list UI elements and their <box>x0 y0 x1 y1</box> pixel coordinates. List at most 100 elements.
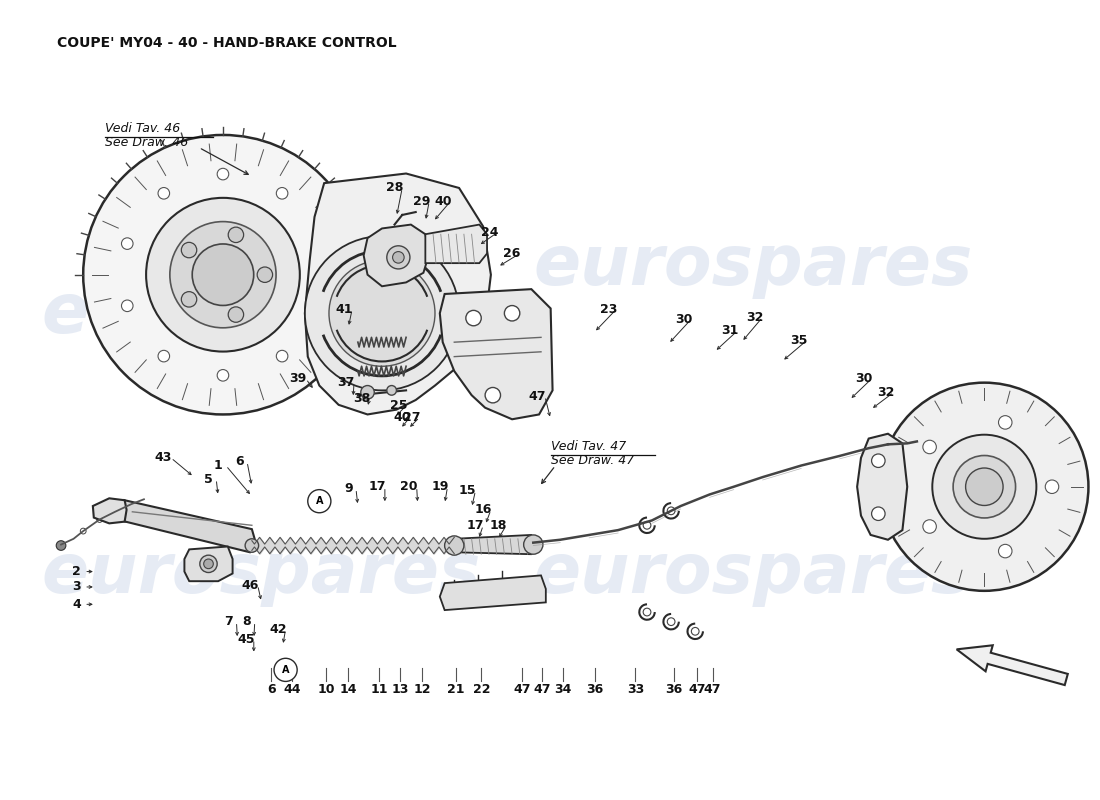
Circle shape <box>387 386 396 395</box>
Text: 38: 38 <box>353 391 371 405</box>
Polygon shape <box>305 174 491 414</box>
Text: 36: 36 <box>666 682 683 696</box>
Circle shape <box>999 544 1012 558</box>
Circle shape <box>182 292 197 307</box>
Text: 43: 43 <box>154 451 172 464</box>
Circle shape <box>204 559 213 569</box>
Circle shape <box>228 307 243 322</box>
Circle shape <box>112 509 118 514</box>
Text: 41: 41 <box>336 303 353 316</box>
Text: 47: 47 <box>513 682 530 696</box>
Circle shape <box>312 238 324 250</box>
Circle shape <box>308 490 331 513</box>
Circle shape <box>217 168 229 180</box>
Text: 16: 16 <box>474 503 492 516</box>
Text: Vedi Tav. 47: Vedi Tav. 47 <box>551 440 626 453</box>
Circle shape <box>449 592 460 603</box>
Text: 35: 35 <box>791 334 808 346</box>
Circle shape <box>933 434 1036 538</box>
Text: A: A <box>316 496 323 506</box>
Text: 32: 32 <box>878 386 894 398</box>
Text: 7: 7 <box>224 615 233 628</box>
Circle shape <box>692 627 700 635</box>
Text: 47: 47 <box>528 390 546 402</box>
Text: 13: 13 <box>392 682 409 696</box>
Text: 23: 23 <box>600 303 617 316</box>
Circle shape <box>387 246 410 269</box>
Circle shape <box>146 198 300 351</box>
Polygon shape <box>440 289 552 419</box>
Circle shape <box>644 522 651 529</box>
Text: 45: 45 <box>238 633 255 646</box>
Polygon shape <box>92 498 132 523</box>
Polygon shape <box>124 500 255 552</box>
Text: 47: 47 <box>534 682 551 696</box>
Text: 15: 15 <box>459 484 476 497</box>
Circle shape <box>361 386 374 399</box>
Text: 14: 14 <box>340 682 358 696</box>
Polygon shape <box>857 434 907 540</box>
Circle shape <box>871 454 886 467</box>
Text: 39: 39 <box>289 372 307 386</box>
Text: 12: 12 <box>414 682 431 696</box>
Polygon shape <box>426 225 487 263</box>
Text: 19: 19 <box>431 480 449 494</box>
Text: 46: 46 <box>241 578 258 591</box>
Circle shape <box>473 587 484 598</box>
Circle shape <box>668 507 675 514</box>
Text: A: A <box>282 665 289 675</box>
Circle shape <box>200 555 217 573</box>
Text: 30: 30 <box>675 313 692 326</box>
Circle shape <box>158 350 169 362</box>
Circle shape <box>274 658 297 682</box>
Circle shape <box>329 260 434 366</box>
Text: 37: 37 <box>338 376 355 389</box>
Text: 31: 31 <box>722 324 738 337</box>
Text: 28: 28 <box>386 182 404 194</box>
Text: 30: 30 <box>855 372 872 386</box>
Polygon shape <box>440 575 546 610</box>
Circle shape <box>953 455 1015 518</box>
Circle shape <box>524 535 543 554</box>
Circle shape <box>1045 480 1059 494</box>
Text: 5: 5 <box>205 473 213 486</box>
Circle shape <box>505 306 520 321</box>
Circle shape <box>999 416 1012 429</box>
Circle shape <box>305 236 459 390</box>
Text: 33: 33 <box>627 682 645 696</box>
Polygon shape <box>185 546 232 581</box>
Text: 10: 10 <box>317 682 334 696</box>
Circle shape <box>97 517 102 522</box>
Circle shape <box>158 187 169 199</box>
Text: 29: 29 <box>412 195 430 208</box>
Text: 17: 17 <box>466 518 484 532</box>
Circle shape <box>465 310 482 326</box>
Circle shape <box>448 538 461 552</box>
Text: 47: 47 <box>704 682 722 696</box>
Circle shape <box>668 618 675 626</box>
Text: See Draw. 46: See Draw. 46 <box>106 135 188 149</box>
Circle shape <box>393 251 404 263</box>
Text: 24: 24 <box>481 226 498 239</box>
Text: 40: 40 <box>433 195 451 208</box>
Text: Vedi Tav. 46: Vedi Tav. 46 <box>106 122 180 135</box>
Text: eurospares: eurospares <box>42 280 481 346</box>
Text: COUPE' MY04 - 40 - HAND-BRAKE CONTROL: COUPE' MY04 - 40 - HAND-BRAKE CONTROL <box>57 36 397 50</box>
Text: 2: 2 <box>73 565 80 578</box>
Circle shape <box>192 244 254 306</box>
Text: 9: 9 <box>344 482 353 495</box>
Circle shape <box>257 267 273 282</box>
Circle shape <box>923 440 936 454</box>
Circle shape <box>966 468 1003 506</box>
Circle shape <box>245 538 258 552</box>
Text: 6: 6 <box>267 682 275 696</box>
Text: 3: 3 <box>73 581 80 594</box>
Circle shape <box>485 387 501 403</box>
Circle shape <box>312 300 324 311</box>
Text: eurospares: eurospares <box>42 540 481 607</box>
Circle shape <box>923 520 936 534</box>
Text: See Draw. 47: See Draw. 47 <box>551 454 634 466</box>
Text: eurospares: eurospares <box>534 540 972 607</box>
Text: 20: 20 <box>400 480 418 494</box>
Text: 44: 44 <box>284 682 301 696</box>
